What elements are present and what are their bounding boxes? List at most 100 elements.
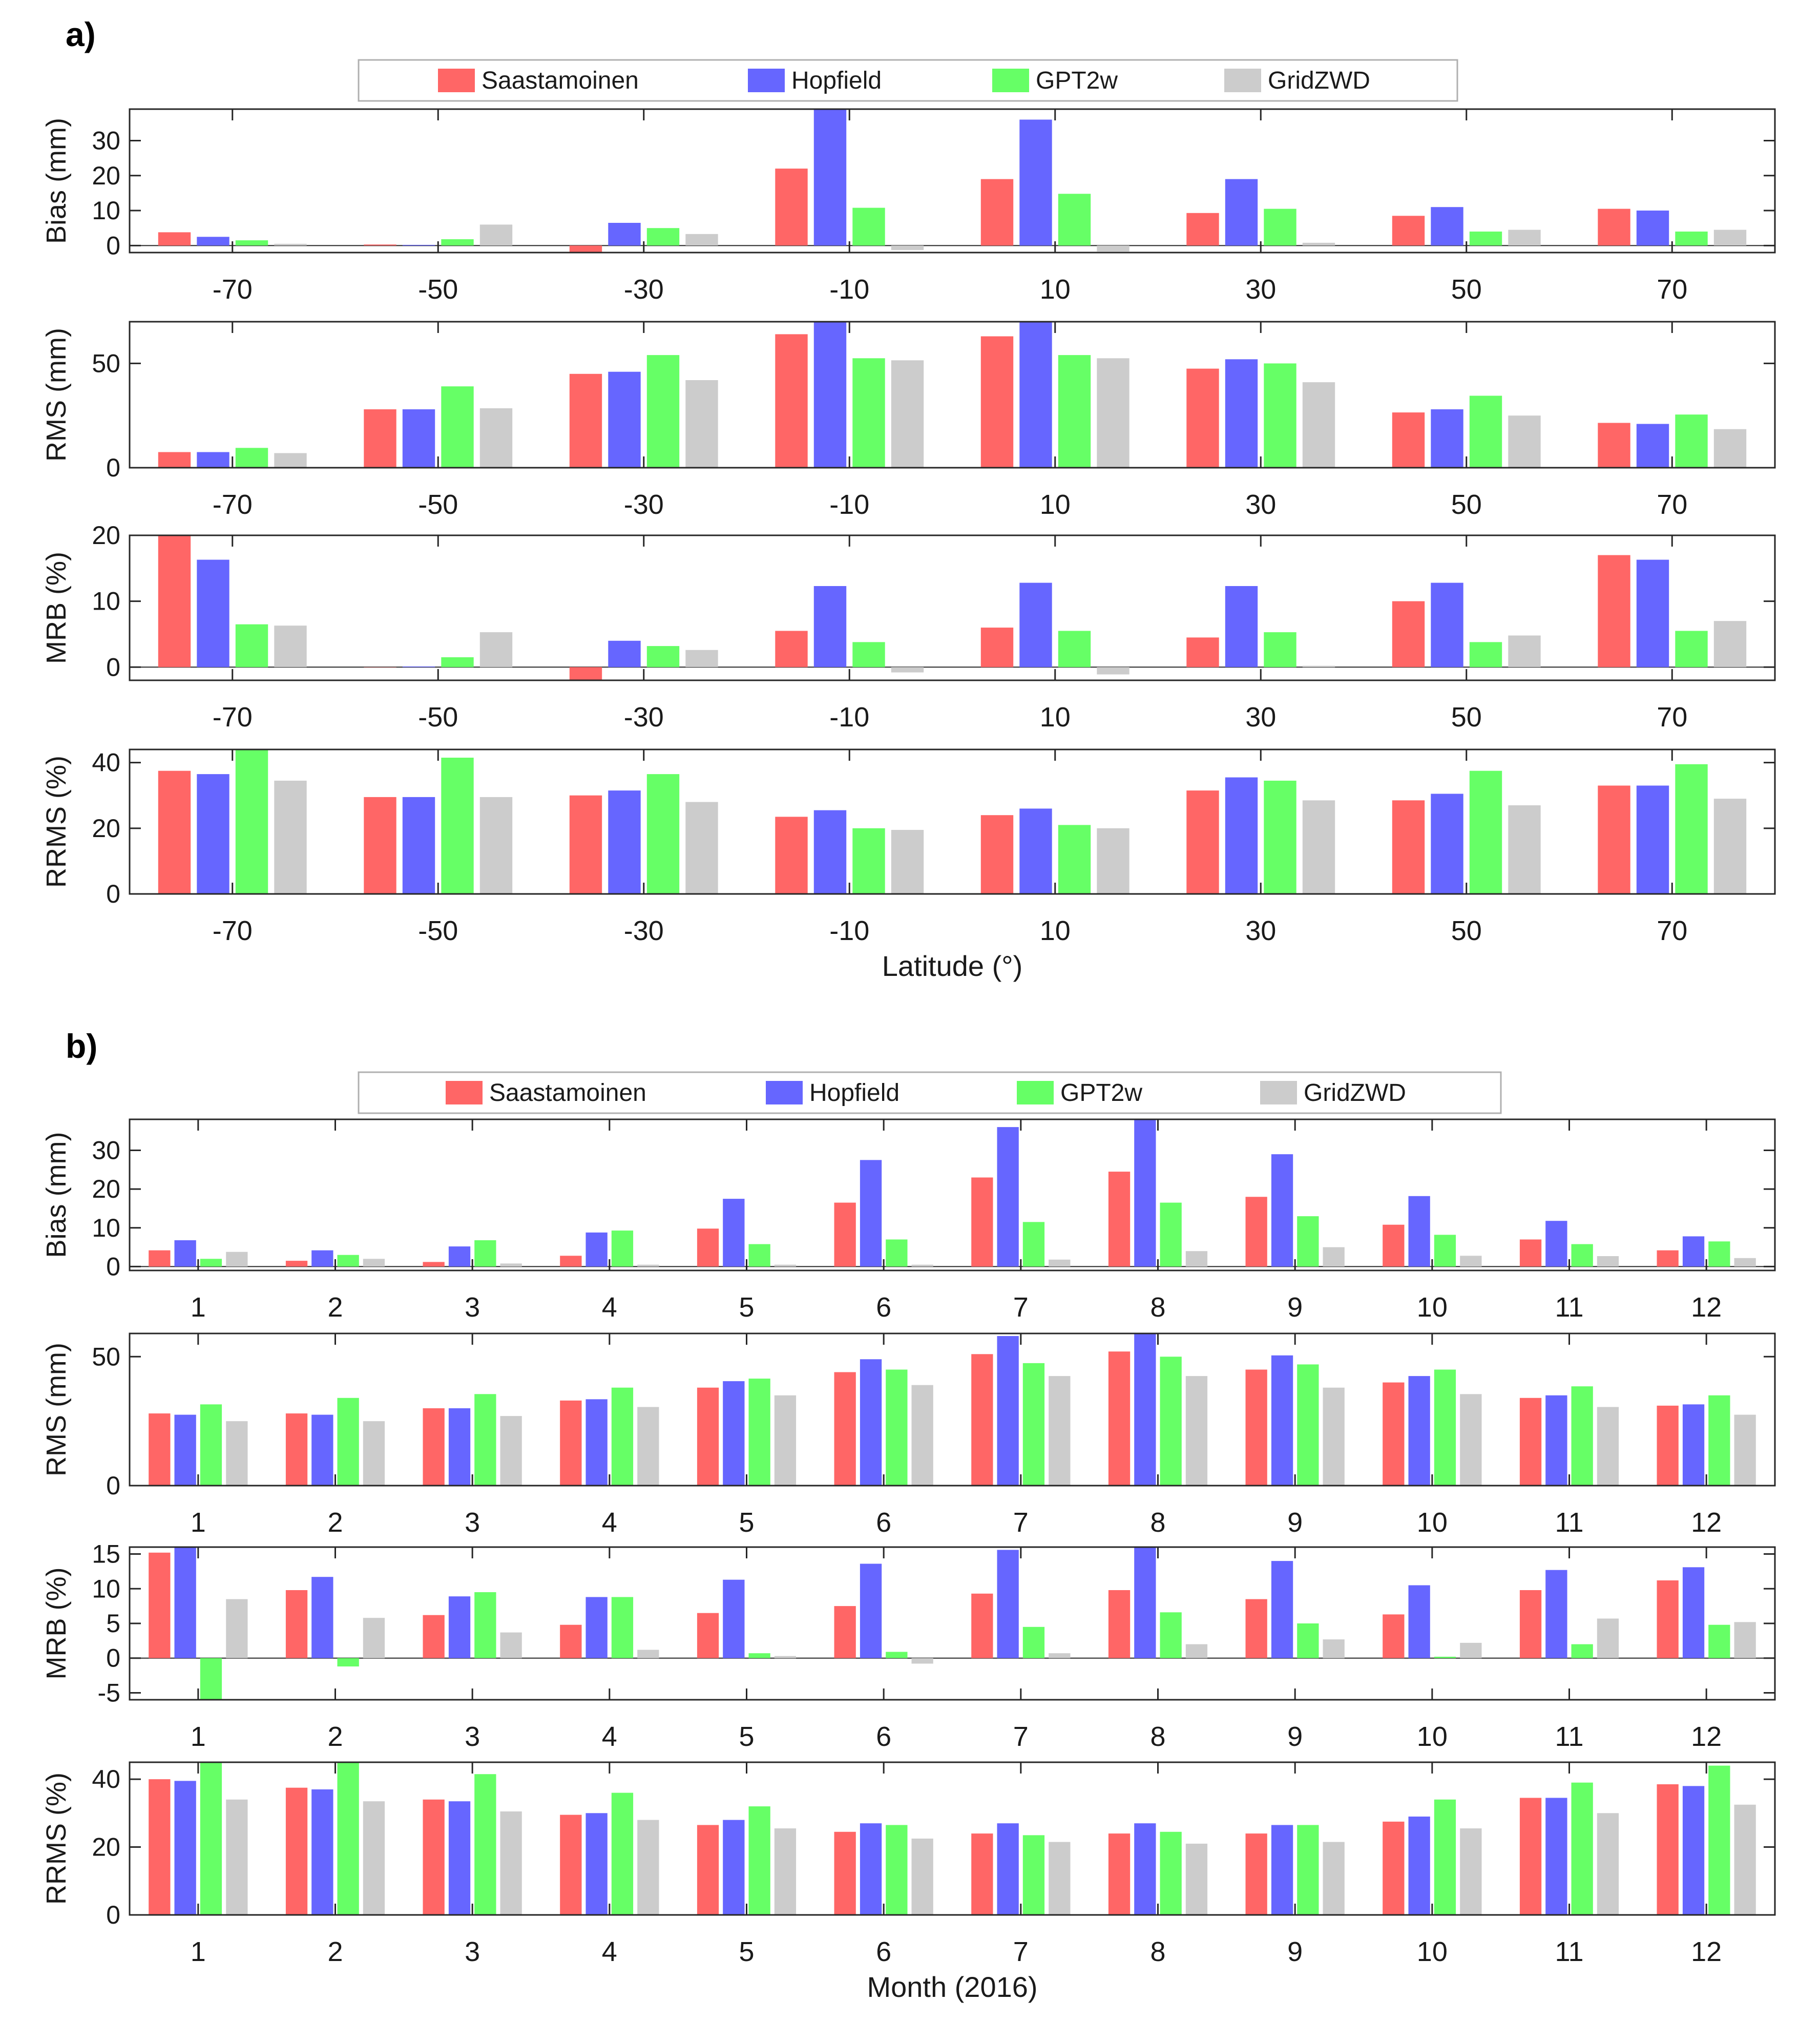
bar-gpt2w-1	[200, 1404, 222, 1486]
y-tick-label: 40	[92, 748, 120, 777]
bar-saastamoinen-10	[1383, 1614, 1405, 1658]
x-tick-label: 2	[327, 1292, 343, 1323]
bar-gridzwd-11	[1597, 1618, 1619, 1658]
y-axis-label: RMS (mm)	[41, 328, 72, 462]
bar-hopfield-2	[311, 1250, 333, 1267]
bar-hopfield-10	[1019, 582, 1052, 668]
x-tick-label: 11	[1555, 1292, 1583, 1323]
bar-gridzwd-4	[637, 1407, 659, 1486]
bar-gridzwd-10	[1097, 828, 1129, 894]
bar-gpt2w-4	[611, 1231, 634, 1267]
x-tick-label: 30	[1245, 489, 1276, 520]
bar-gridzwd--10	[891, 245, 924, 251]
x-tick-label: 7	[1013, 1292, 1029, 1323]
bars	[149, 1119, 1756, 1267]
bar-saastamoinen--50	[364, 244, 396, 246]
bar-gpt2w-8	[1160, 1202, 1182, 1267]
bar-hopfield-1	[174, 1547, 196, 1658]
x-tick-label: 10	[1040, 489, 1071, 520]
bar-hopfield-50	[1431, 409, 1463, 468]
x-tick-label: 7	[1013, 1936, 1029, 1967]
y-tick-label: 15	[92, 1540, 120, 1569]
bar-gridzwd-50	[1508, 805, 1541, 894]
bar-gpt2w--50	[441, 758, 474, 894]
y-tick-label: 10	[92, 1574, 120, 1603]
bar-gridzwd-30	[1302, 242, 1335, 246]
bar-hopfield-10	[1019, 119, 1052, 246]
bar-saastamoinen--50	[364, 409, 396, 468]
x-tick-label: 10	[1040, 274, 1071, 305]
legend-item-gpt2w: GPT2w	[1017, 1079, 1142, 1107]
y-axis-label: MRB (%)	[41, 552, 72, 664]
bar-saastamoinen-2	[285, 1590, 308, 1658]
legend-box	[358, 59, 1458, 102]
bar-saastamoinen--50	[364, 667, 396, 668]
y-tick-label: 0	[106, 1252, 120, 1281]
bar-gpt2w-7	[1022, 1626, 1045, 1658]
bars	[158, 322, 1747, 468]
panel-b: b) Saastamoinen Hopfield GPT2w GridZWD 0 10 20 3…	[41, 1027, 1776, 2003]
x-tick-label: 3	[465, 1292, 480, 1323]
bar-hopfield-11	[1545, 1221, 1567, 1267]
x-tick-label: 5	[739, 1721, 754, 1752]
bar-gridzwd-2	[363, 1259, 385, 1267]
y-tick-label: 20	[92, 1175, 120, 1203]
legend-item-saastamoinen: Saastamoinen	[446, 1079, 646, 1107]
bar-gpt2w--10	[852, 828, 885, 894]
bar-hopfield--70	[197, 559, 229, 668]
bar-gridzwd-11	[1597, 1407, 1619, 1486]
bar-gpt2w-3	[474, 1774, 496, 1915]
bar-saastamoinen-50	[1392, 800, 1425, 894]
bar-gpt2w-10	[1058, 355, 1091, 468]
axes-box	[129, 321, 1776, 469]
bar-gpt2w-8	[1160, 1357, 1182, 1486]
panel-a: a) Saastamoinen Hopfield GPT2w GridZWD 0 10 20 3…	[41, 15, 1776, 982]
bar-saastamoinen-5	[697, 1825, 719, 1915]
panel-label: b)	[66, 1027, 97, 1065]
bar-gpt2w-10	[1058, 194, 1091, 246]
bar-saastamoinen--10	[775, 169, 808, 246]
bar-gpt2w-9	[1297, 1825, 1319, 1915]
bar-hopfield--50	[402, 797, 435, 894]
x-axis-label: Latitude (°)	[882, 950, 1023, 982]
bar-gpt2w--70	[235, 448, 268, 468]
bar-gpt2w-4	[611, 1597, 634, 1658]
bar-gridzwd--10	[891, 830, 924, 894]
bar-gridzwd-1	[226, 1799, 248, 1915]
bar-gpt2w-5	[748, 1653, 770, 1658]
bar-saastamoinen-4	[560, 1624, 582, 1658]
bar-hopfield-10	[1408, 1196, 1430, 1267]
bar-hopfield-30	[1225, 179, 1258, 246]
x-tick-label: -50	[418, 915, 458, 946]
bar-hopfield-12	[1682, 1567, 1705, 1658]
bar-hopfield-3	[448, 1246, 471, 1267]
bar-hopfield-10	[1408, 1585, 1430, 1658]
x-tick-label: 50	[1451, 274, 1482, 305]
bar-hopfield-7	[997, 1336, 1019, 1486]
x-tick-label: 9	[1287, 1507, 1303, 1538]
legend: Saastamoinen Hopfield GPT2w GridZWD	[358, 1071, 1502, 1114]
bar-gpt2w--30	[646, 646, 680, 668]
bar-gpt2w-1	[200, 1762, 222, 1915]
panel-label: a)	[66, 15, 96, 53]
bar-gridzwd-1	[226, 1252, 248, 1267]
bar-saastamoinen-30	[1186, 790, 1219, 894]
bar-saastamoinen-50	[1392, 216, 1425, 246]
bar-saastamoinen-10	[980, 179, 1014, 246]
bar-hopfield-1	[174, 1414, 196, 1486]
bar-saastamoinen-9	[1245, 1197, 1267, 1267]
bar-gpt2w-11	[1571, 1386, 1593, 1486]
legend-swatch-gpt2w	[1017, 1081, 1054, 1104]
bar-gridzwd-4	[637, 1264, 659, 1267]
bar-hopfield-10	[1019, 322, 1052, 468]
bar-gpt2w--30	[646, 228, 680, 246]
bar-saastamoinen--70	[158, 770, 191, 894]
bar-saastamoinen-6	[834, 1831, 856, 1915]
y-axis-label: RRMS (%)	[41, 756, 72, 888]
bar-hopfield-11	[1545, 1395, 1567, 1486]
x-tick-label: 7	[1013, 1507, 1029, 1538]
x-tick-label: 10	[1417, 1292, 1448, 1323]
bar-saastamoinen-8	[1108, 1590, 1131, 1658]
